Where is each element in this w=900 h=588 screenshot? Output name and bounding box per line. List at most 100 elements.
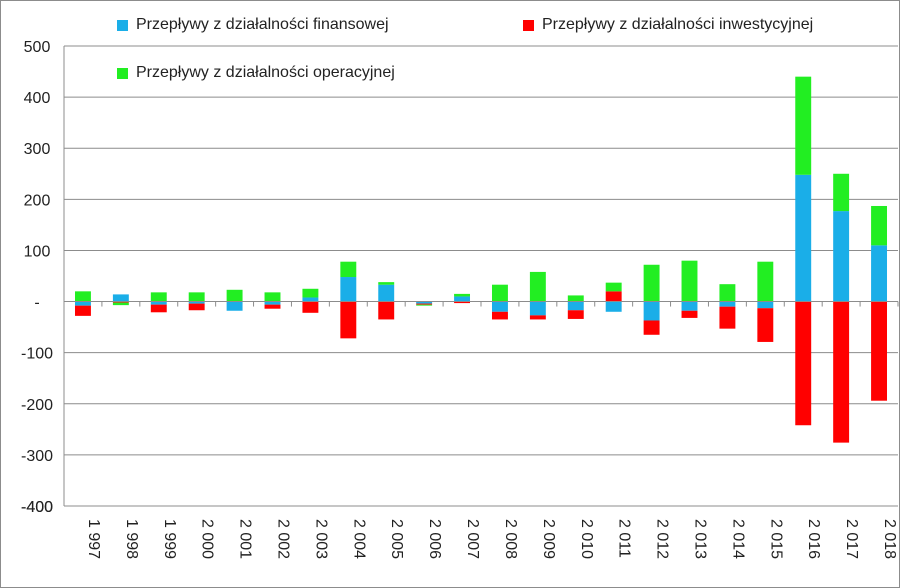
bar-segment (150, 292, 167, 302)
bar-segment (795, 301, 812, 426)
x-tick-label: 2 004 (350, 519, 367, 559)
bar-segment (567, 295, 584, 302)
y-tick-label: -200 (21, 397, 53, 414)
bar-segment (491, 284, 508, 302)
bar-segment (491, 301, 508, 312)
x-tick-label: 2 012 (654, 519, 671, 559)
bar-segment (340, 277, 357, 302)
y-tick-label: -400 (21, 499, 53, 516)
bar-segment (416, 303, 433, 305)
y-tick-label: -400 (21, 499, 53, 516)
bar-segment (605, 291, 622, 302)
bar-segment (491, 311, 508, 320)
y-tick-label: 400 (24, 90, 51, 107)
legend-item-operating: Przepływy z działalności operacyjnej (117, 64, 395, 82)
bar-segment (112, 301, 129, 303)
bar-segment (226, 289, 243, 302)
bar-segment (529, 315, 546, 320)
bar-segment (188, 301, 205, 304)
bar-segment (757, 261, 774, 302)
legend-item-investing: Przepływy z działalności inwestycyjnej (523, 16, 813, 34)
bar-segment (871, 301, 888, 401)
legend-label-operating: Przepływy z działalności operacyjnej (136, 64, 395, 81)
legend-label-investing: Przepływy z działalności inwestycyjnej (542, 16, 814, 33)
x-tick-label: 2 013 (692, 519, 709, 559)
bar-segment (302, 301, 319, 313)
bar-segment (74, 305, 91, 316)
bar-segment (112, 302, 129, 306)
x-tick-label: 2 007 (464, 519, 481, 559)
y-tick-label: 200 (24, 192, 51, 209)
bar-segment (150, 301, 167, 305)
bar-segment (378, 301, 395, 320)
x-tick-label: 2 002 (275, 519, 292, 559)
bar-segment (871, 245, 888, 302)
x-tick-label: 2 006 (426, 519, 443, 559)
x-tick-label: 2 011 (616, 519, 633, 558)
bar-segment (681, 310, 698, 318)
y-tick-label: - (34, 295, 39, 312)
bar-segment (833, 173, 850, 212)
legend-swatch-operating (117, 67, 128, 79)
bar-segment (795, 174, 812, 302)
bar-segment (681, 301, 698, 311)
bar-segment (643, 320, 660, 335)
x-tick-label: 2 009 (540, 519, 557, 559)
x-tick-label: 2 018 (881, 519, 898, 559)
bar-segment (302, 297, 319, 302)
x-tick-label: 2 001 (237, 519, 254, 559)
bar-segment (454, 293, 471, 297)
bar-segment (833, 301, 850, 443)
x-tick-label: 2 016 (805, 519, 822, 559)
bar-segment (340, 301, 357, 339)
legend-label-financing: Przepływy z działalności finansowej (136, 16, 389, 33)
bar-segment (188, 303, 205, 311)
bar-segment (264, 301, 281, 305)
bar-segment (529, 301, 546, 316)
y-tick-label: -100 (21, 346, 53, 363)
y-tick-label: 300 (24, 141, 51, 158)
legend-swatch-financing (117, 19, 128, 31)
bar-segment (719, 306, 736, 329)
y-tick-label: -300 (21, 448, 53, 465)
bar-segment (757, 301, 774, 309)
x-tick-label: 2 005 (388, 519, 405, 559)
y-tick-label: 100 (24, 243, 51, 260)
x-tick-label: 2 015 (767, 519, 784, 559)
x-tick-label: 2 003 (312, 519, 329, 559)
x-tick-label: 1 999 (161, 519, 178, 559)
bar-segment (567, 310, 584, 319)
bar-segment (567, 301, 584, 311)
bar-segment (378, 284, 395, 302)
legend-swatch-investing (523, 19, 534, 31)
bar-segment (719, 284, 736, 302)
x-tick-label: 2 000 (199, 519, 216, 559)
bar-segment (454, 296, 471, 302)
x-tick-label: 2 008 (502, 519, 519, 559)
bar-segment (795, 76, 812, 175)
bar-segment (226, 301, 243, 311)
bar-segment (378, 282, 395, 285)
bar-segment (643, 301, 660, 321)
bar-segment (681, 260, 698, 302)
bar-segment (719, 301, 736, 307)
bar-segment (264, 304, 281, 309)
bar-segment (264, 292, 281, 302)
bar-segment (605, 301, 622, 312)
bar-segment (150, 304, 167, 313)
x-tick-label: 2 010 (578, 519, 595, 559)
bar-segment (454, 301, 471, 304)
bar-segment (757, 308, 774, 342)
bar-segment (302, 288, 319, 298)
x-tick-label: 2 017 (843, 519, 860, 559)
bar-segment (112, 294, 129, 302)
bar-segment (74, 291, 91, 302)
x-tick-label: 2 014 (729, 519, 746, 559)
bar-segment (188, 292, 205, 302)
bar-segment (871, 205, 888, 246)
bar-segment (643, 264, 660, 302)
bar-segment (529, 271, 546, 302)
bar-segment (416, 304, 433, 306)
